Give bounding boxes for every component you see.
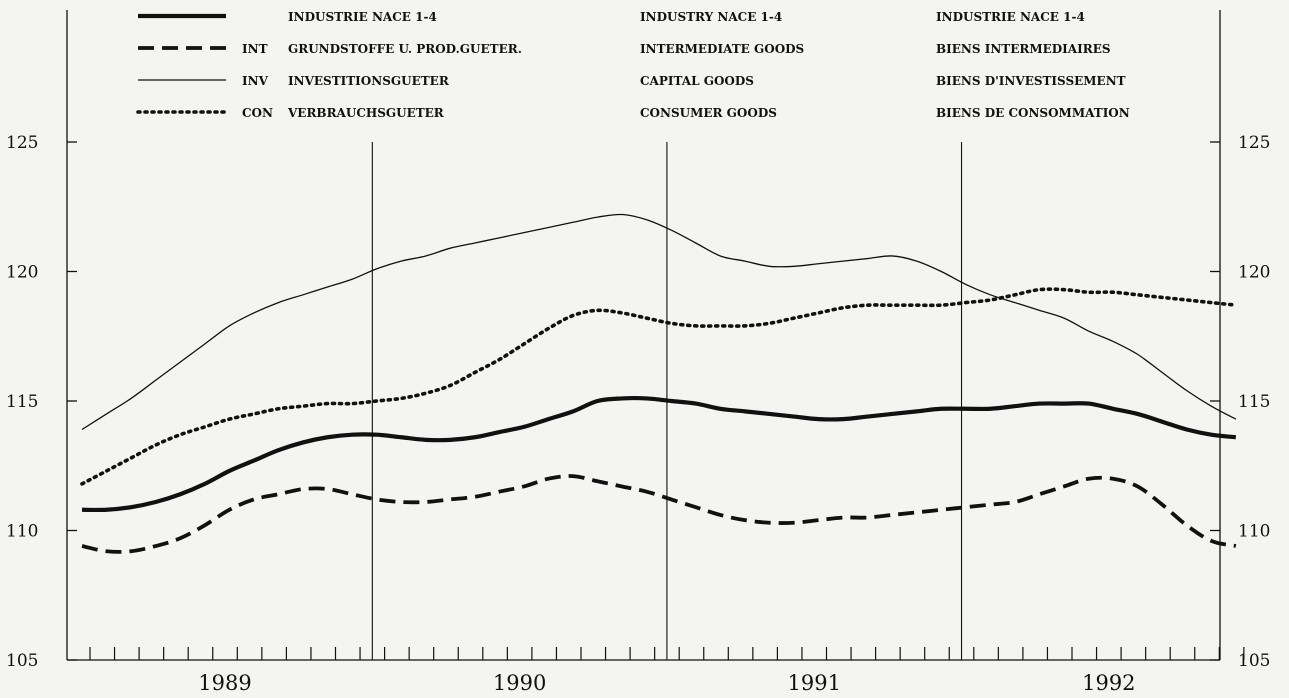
legend-label-fr: BIENS DE CONSOMMATION: [936, 106, 1130, 120]
year-label: 1992: [1082, 671, 1135, 695]
series-line-inv: [81, 213, 1237, 431]
year-label: 1990: [493, 671, 546, 695]
series-line-con: [80, 287, 1238, 486]
y-tick-label-right: 105: [1238, 651, 1270, 671]
legend-label-de: INVESTITIONSGUETER: [288, 74, 450, 88]
legend-label-en: INDUSTRY NACE 1-4: [640, 10, 782, 24]
series-line-int: [81, 474, 1237, 554]
legend-code: INT: [242, 42, 268, 56]
year-label: 1991: [787, 671, 840, 695]
legend-label-de: INDUSTRIE NACE 1-4: [288, 10, 437, 24]
legend-label-fr: BIENS INTERMEDIAIRES: [936, 42, 1111, 56]
y-tick-label-left: 110: [6, 522, 38, 542]
y-tick-label-left: 115: [6, 392, 38, 412]
y-tick-label-right: 120: [1238, 263, 1270, 283]
legend-label-de: GRUNDSTOFFE U. PROD.GUETER.: [288, 42, 522, 56]
legend-code: CON: [242, 106, 273, 120]
y-tick-label-left: 125: [6, 133, 38, 153]
legend-label-en: CONSUMER GOODS: [640, 106, 777, 120]
legend: INDUSTRIE NACE 1-4 INDUSTRY NACE 1-4 INDUS…: [136, 10, 1130, 120]
legend-label-en: CAPITAL GOODS: [640, 74, 754, 88]
legend-label-de: VERBRAUCHSGUETER: [287, 106, 445, 120]
legend-label-en: INTERMEDIATE GOODS: [640, 42, 804, 56]
legend-label-fr: BIENS D'INVESTISSEMENT: [936, 74, 1126, 88]
y-tick-label-left: 105: [6, 651, 38, 671]
series-lines: [80, 213, 1238, 554]
y-tick-label-right: 110: [1238, 522, 1270, 542]
y-tick-label-left: 120: [6, 263, 38, 283]
y-tick-label-right: 125: [1238, 133, 1270, 153]
y-tick-label-right: 115: [1238, 392, 1270, 412]
year-label: 1989: [198, 671, 251, 695]
chart-axes: 105 105 110 110 115 115 120 120 125 125 1989 1990 19…: [6, 10, 1270, 695]
legend-code: INV: [242, 74, 269, 88]
legend-label-fr: INDUSTRIE NACE 1-4: [936, 10, 1085, 24]
series-line-total: [81, 395, 1237, 513]
